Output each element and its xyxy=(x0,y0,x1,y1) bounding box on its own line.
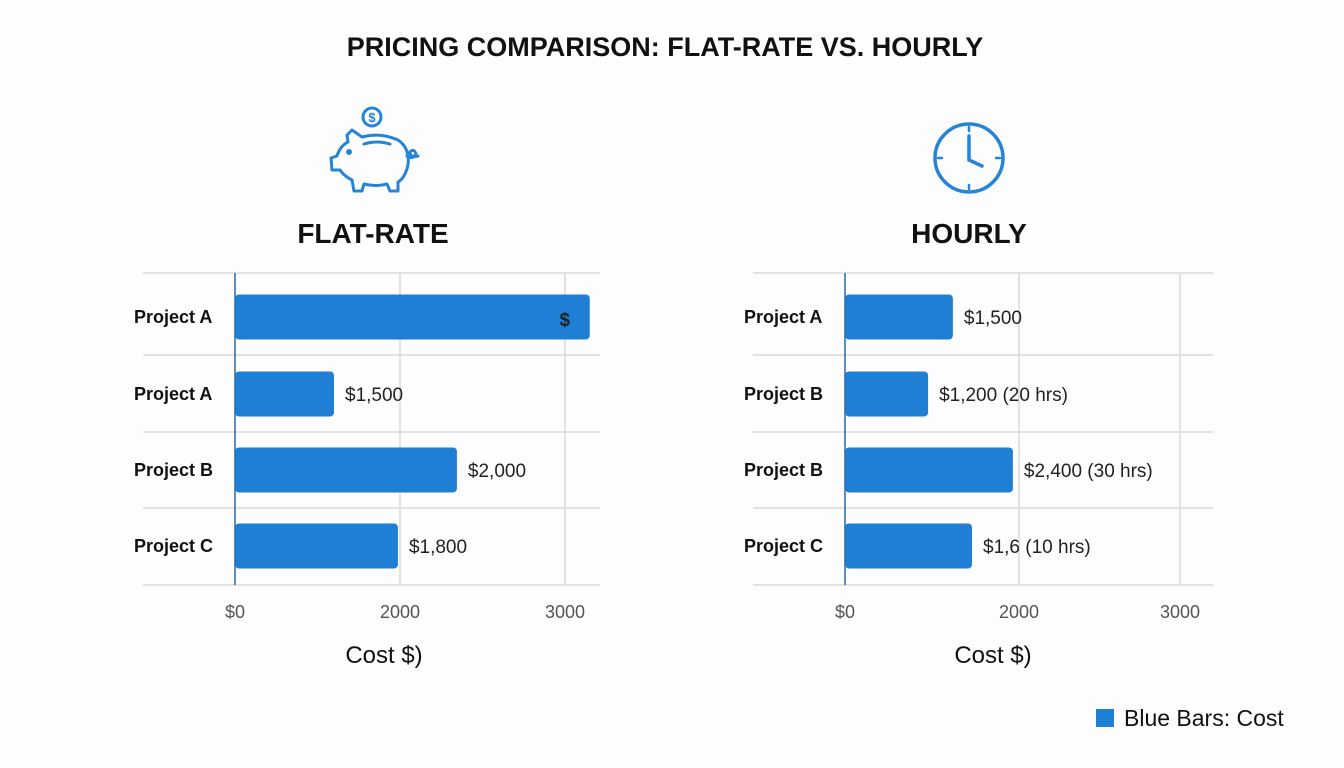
data-label: $2,400 (30 hrs) xyxy=(1024,461,1153,482)
x-tick-label: 3000 xyxy=(1160,602,1200,622)
category-label: Project B xyxy=(744,460,823,480)
bar xyxy=(845,371,929,417)
category-label: Project A xyxy=(744,307,822,327)
chart-panel-flat-rate: FLAT-RATE Project A $ Project A $1,500 Projec… xyxy=(134,218,600,669)
svg-text:$: $ xyxy=(368,110,376,125)
clock-icon xyxy=(933,122,1005,194)
bar xyxy=(845,294,953,340)
panel-title: FLAT-RATE xyxy=(297,218,448,249)
x-axis-label: Cost $) xyxy=(345,642,422,669)
bar xyxy=(235,447,457,493)
x-axis-label: Cost $) xyxy=(954,642,1031,669)
data-label: $1,800 xyxy=(409,537,467,558)
x-tick-label: 2000 xyxy=(380,602,420,622)
figure-title: PRICING COMPARISON: FLAT-RATE VS. HOURLY xyxy=(347,32,984,62)
category-label: Project B xyxy=(134,460,213,480)
category-label: Project C xyxy=(134,536,213,556)
bar xyxy=(845,447,1013,493)
chart-panel-hourly: HOURLY Project A $1,500 Project B $1,200 (20… xyxy=(744,218,1213,669)
data-label: $1,500 xyxy=(964,308,1022,329)
category-label: Project B xyxy=(744,384,823,404)
category-label: Project A xyxy=(134,307,212,327)
data-label: $ xyxy=(559,310,570,331)
data-label: $1,6 (10 hrs) xyxy=(983,537,1091,558)
x-tick-label: 3000 xyxy=(545,602,585,622)
legend-swatch xyxy=(1096,709,1114,727)
x-tick-label: $0 xyxy=(225,602,245,622)
category-label: Project C xyxy=(744,536,823,556)
data-label: $2,000 xyxy=(468,461,526,482)
panel-title: HOURLY xyxy=(911,218,1027,249)
bar xyxy=(235,294,590,340)
bar xyxy=(845,523,973,569)
data-label: $1,200 (20 hrs) xyxy=(939,385,1068,406)
data-label: $1,500 xyxy=(345,385,403,406)
x-tick-label: 2000 xyxy=(999,602,1039,622)
bar xyxy=(235,371,334,417)
bar xyxy=(235,523,398,569)
piggy-bank-icon: $ xyxy=(329,106,420,193)
legend: Blue Bars: Cost xyxy=(1096,705,1284,731)
x-tick-label: $0 xyxy=(835,602,855,622)
category-label: Project A xyxy=(134,384,212,404)
legend-label: Blue Bars: Cost xyxy=(1124,705,1284,731)
